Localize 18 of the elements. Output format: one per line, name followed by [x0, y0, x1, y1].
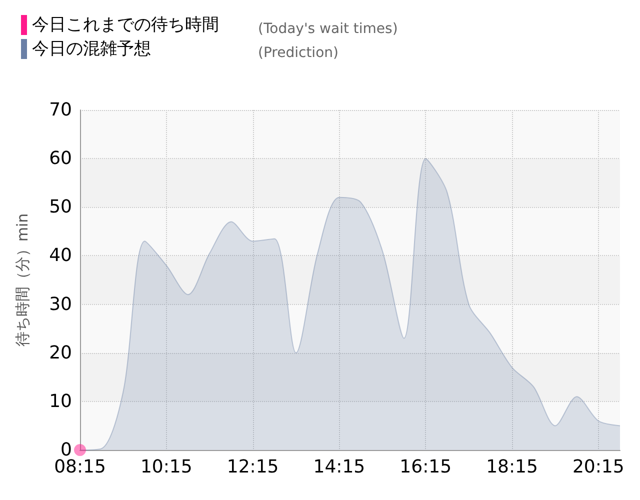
- x-tick-label: 14:15: [313, 456, 366, 478]
- y-tick-label: 10: [49, 390, 72, 412]
- x-tick-label: 12:15: [226, 456, 279, 478]
- legend-label: 今日これまでの待ち時間: [32, 15, 219, 35]
- legend-label: 今日の混雑予想: [32, 39, 151, 59]
- x-tick-label: 16:15: [400, 456, 452, 478]
- y-axis-title: 待ち時間（分）min: [14, 213, 32, 347]
- text: (Today's wait times): [258, 21, 398, 37]
- x-tick-label: 20:15: [572, 456, 624, 478]
- x-tick-label: 18:15: [486, 456, 538, 478]
- y-tick-label: 70: [49, 100, 72, 120]
- y-tick-label: 50: [49, 196, 72, 218]
- y-tick-label: 30: [49, 294, 72, 315]
- y-tick-label: 20: [49, 342, 72, 364]
- x-tick-label: 10:15: [140, 456, 192, 478]
- text: (Prediction): [258, 45, 338, 61]
- y-tick-label: 60: [49, 148, 72, 170]
- y-tick-label: 40: [49, 245, 72, 266]
